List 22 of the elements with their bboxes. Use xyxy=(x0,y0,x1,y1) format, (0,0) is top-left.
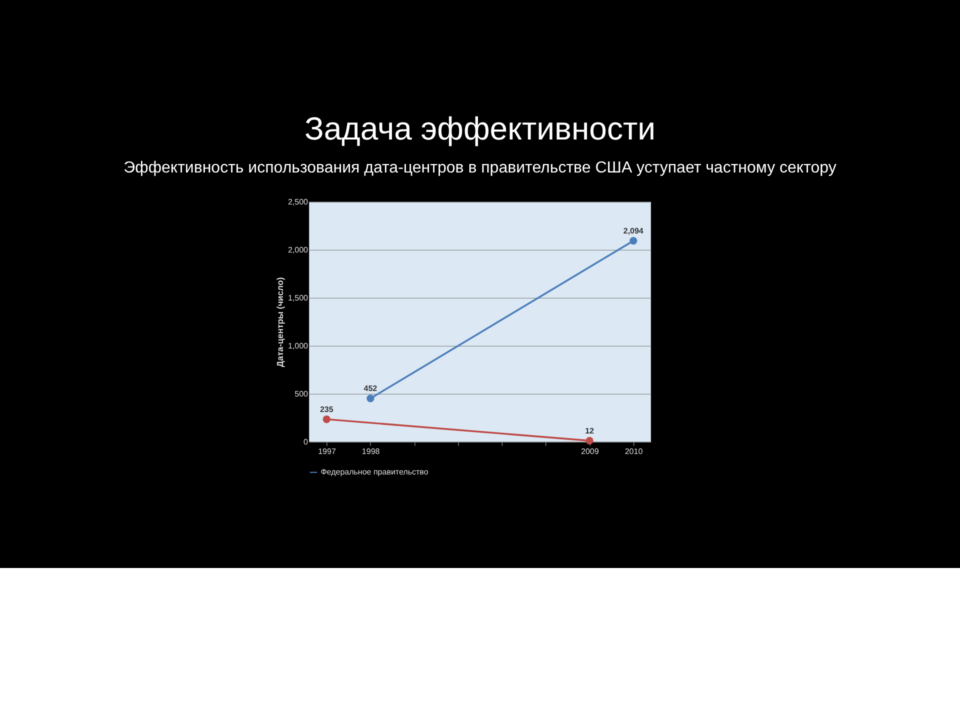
x-tick-label: 2010 xyxy=(624,446,644,456)
legend-label: Федеральное правительство xyxy=(320,468,429,477)
y-axis-title: Дата-центры (число) xyxy=(274,277,285,368)
x-tick-label: 2009 xyxy=(581,446,600,456)
y-tick-label: 2,000 xyxy=(288,245,309,254)
y-tick-label: 1,000 xyxy=(288,341,309,350)
point xyxy=(366,394,374,402)
data-label: 2,094 xyxy=(623,226,644,236)
point xyxy=(322,415,330,424)
y-tick-label: 0 xyxy=(304,437,309,446)
data-label: 235 xyxy=(320,404,334,414)
chart-title: Задача эффективности xyxy=(304,110,656,146)
x-tick-label: 1998 xyxy=(362,446,380,456)
data-label: 12 xyxy=(585,426,595,436)
point xyxy=(586,436,594,444)
y-tick-label: 1,500 xyxy=(288,293,309,302)
chart-subtitle: Эффективность использования дата-центров в правительстве США уступает частному сектору xyxy=(124,160,836,177)
x-tick-label: 1997 xyxy=(318,446,336,456)
y-tick-label: 500 xyxy=(294,389,309,398)
data-label: 452 xyxy=(364,384,378,394)
point xyxy=(630,236,638,245)
y-tick-label: 2,500 xyxy=(288,197,309,206)
